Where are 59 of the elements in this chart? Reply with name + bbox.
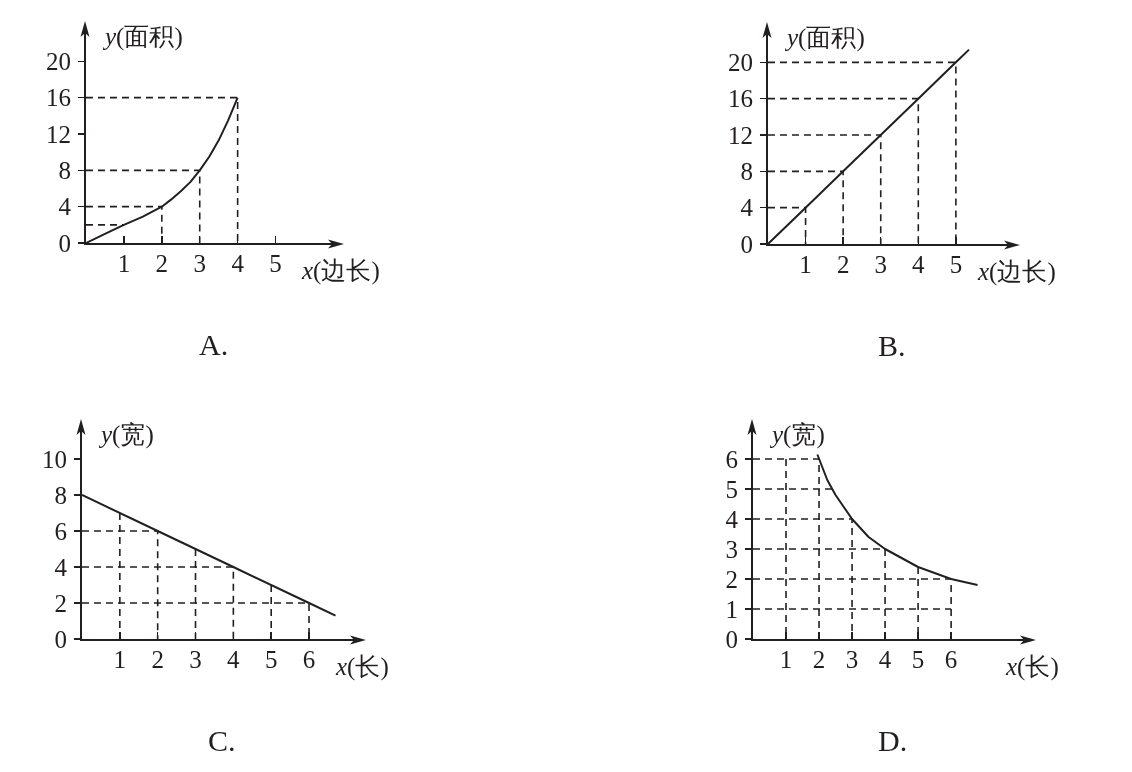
y-tick-label: 0	[54, 625, 67, 653]
x-tick-label: 4	[912, 251, 926, 278]
y-tick-label: 3	[725, 535, 738, 563]
x-axis-title: x(边长)	[301, 257, 380, 285]
x-tick-label: 5	[949, 251, 963, 278]
y-tick-label: 10	[42, 445, 67, 473]
x-tick-label: 1	[799, 251, 812, 278]
x-tick-label: 1	[113, 646, 127, 673]
y-tick-label: 4	[58, 193, 72, 221]
x-tick-label: 4	[878, 646, 892, 673]
y-axis-title: y(宽)	[98, 421, 154, 449]
y-tick-label: 1	[725, 595, 738, 623]
y-tick-label: 4	[740, 194, 754, 222]
y-tick-label: 4	[725, 505, 739, 533]
y-tick-label: 20	[728, 49, 753, 77]
x-axis-title: x(边长)	[977, 258, 1056, 286]
x-axis-title: x(长)	[1005, 653, 1059, 681]
x-tick-label: 2	[155, 250, 169, 277]
y-tick-label: 8	[58, 157, 71, 185]
y-tick-label: 2	[54, 589, 67, 617]
text: A.	[199, 328, 229, 361]
x-tick-label: 4	[227, 646, 241, 673]
y-tick-label: 0	[725, 625, 738, 653]
x-tick-label: 5	[911, 646, 925, 673]
y-tick-label: 12	[728, 121, 753, 149]
y-tick-label: 2	[725, 565, 738, 593]
y-tick-label: 12	[46, 120, 71, 148]
x-tick-label: 5	[269, 250, 282, 277]
y-tick-label: 6	[725, 445, 738, 473]
y-tick-label: 5	[725, 475, 738, 503]
x-tick-label: 6	[302, 646, 316, 673]
x-tick-label: 2	[836, 251, 850, 278]
y-tick-label: 0	[58, 229, 71, 257]
y-tick-label: 4	[54, 553, 68, 581]
y-tick-label: 6	[54, 517, 67, 545]
x-tick-label: 3	[874, 251, 887, 278]
y-tick-label: 20	[46, 48, 71, 76]
text: D.	[878, 724, 908, 757]
y-tick-label: 16	[728, 85, 753, 113]
x-tick-label: 3	[189, 646, 202, 673]
x-tick-label: 6	[944, 646, 958, 673]
y-axis-title: y(面积)	[102, 23, 183, 51]
y-axis-title: y(宽)	[769, 421, 825, 449]
text: C.	[208, 724, 236, 757]
x-tick-label: 5	[264, 646, 278, 673]
x-tick-label: 2	[812, 646, 826, 673]
text: B.	[878, 329, 906, 362]
x-tick-label: 3	[845, 646, 859, 673]
x-tick-label: 4	[231, 250, 245, 277]
x-tick-label: 1	[779, 646, 793, 673]
x-tick-label: 2	[151, 646, 164, 673]
y-tick-label: 8	[740, 158, 753, 186]
y-tick-label: 8	[54, 481, 67, 509]
x-axis-title: x(长)	[335, 653, 389, 681]
x-tick-label: 3	[193, 250, 206, 277]
y-tick-label: 16	[46, 84, 71, 112]
y-tick-label: 0	[740, 230, 753, 258]
y-axis-title: y(面积)	[784, 24, 865, 52]
x-tick-label: 1	[117, 250, 131, 277]
